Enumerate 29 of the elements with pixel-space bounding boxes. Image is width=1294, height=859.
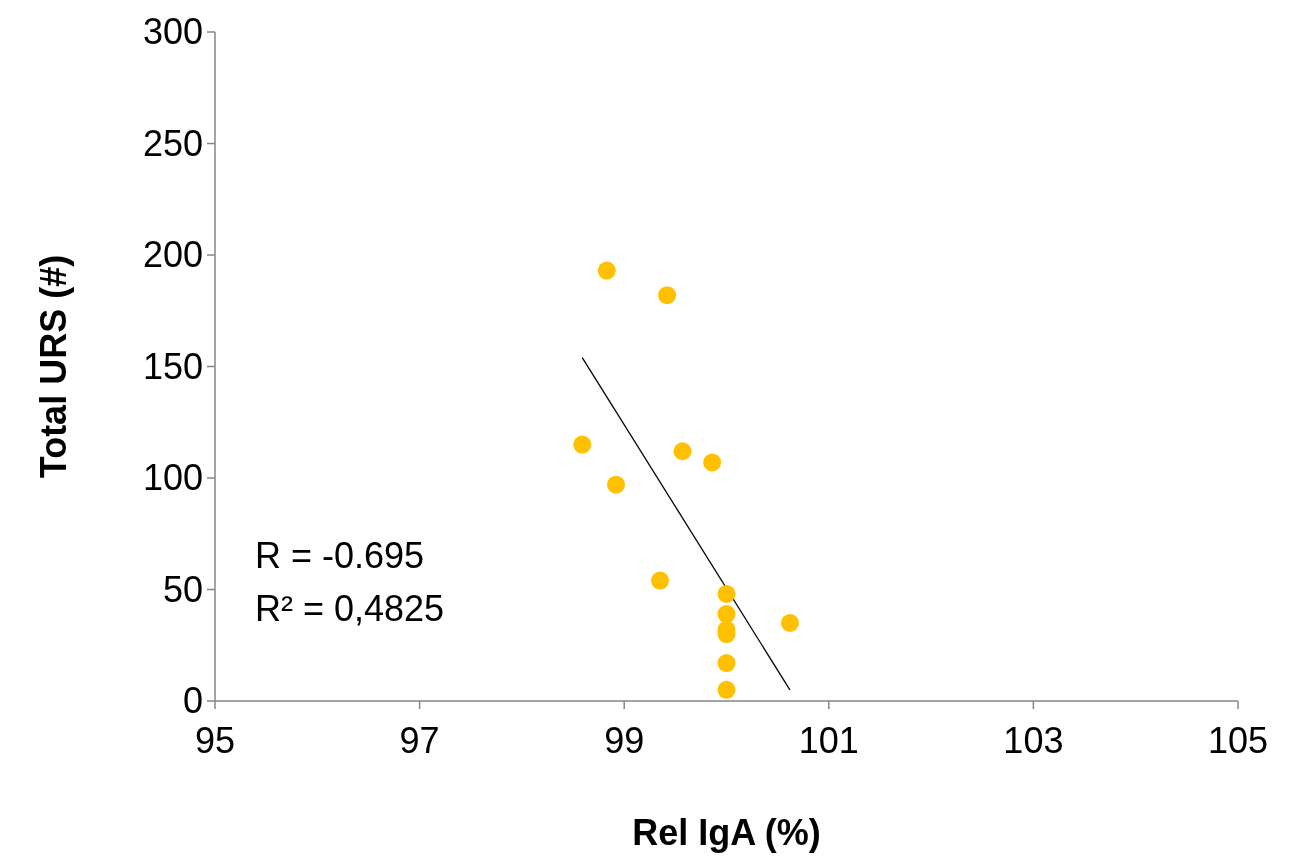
point	[717, 654, 736, 673]
x-tick-label: 95	[194, 720, 236, 761]
point	[717, 584, 736, 603]
point	[717, 680, 736, 699]
y-tick-label: 200	[142, 234, 203, 275]
x-tick-label: 99	[604, 720, 645, 761]
y-axis-title: Total URS (#)	[33, 254, 74, 479]
x-tick-label: 103	[1003, 720, 1064, 761]
x-axis-title: Rel IgA (%)	[632, 812, 821, 853]
point	[651, 571, 670, 590]
x-tick-label: 105	[1207, 720, 1269, 761]
y-tick-label: 250	[142, 122, 203, 164]
point	[658, 286, 677, 305]
y-tick-label: 300	[142, 11, 203, 52]
y-tick-label: 150	[142, 345, 203, 387]
y-tick-label: 0	[182, 680, 203, 721]
point	[607, 475, 626, 494]
point	[597, 261, 616, 280]
annotation: R² = 0,4825	[255, 588, 445, 629]
annotation: R = -0.695	[255, 535, 425, 576]
x-tick-label: 97	[399, 720, 440, 761]
y-tick-label: 100	[142, 457, 203, 498]
y-tick-label: 50	[162, 568, 203, 610]
x-tick-label: 101	[798, 720, 859, 761]
point	[717, 605, 736, 624]
point	[673, 442, 692, 461]
point	[703, 453, 722, 472]
point	[573, 435, 592, 454]
point	[780, 613, 799, 632]
